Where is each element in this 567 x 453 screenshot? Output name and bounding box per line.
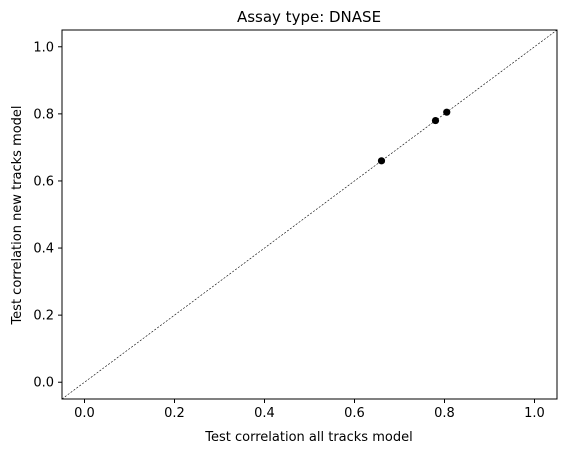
y-tick-label: 0.0 [33,376,54,391]
scatter-points [377,108,451,165]
data-point-1 [377,157,386,165]
x-tick-label: 0.2 [164,406,185,421]
x-tick-label: 0.0 [74,406,95,421]
y-tick-label: 0.6 [33,174,54,189]
y-tick-label: 1.0 [33,40,54,55]
x-tick-label: 0.8 [434,406,455,421]
data-point-2 [431,116,440,125]
y-tick-label: 0.2 [33,309,54,324]
x-tick-label: 1.0 [524,406,545,421]
chart-title: Assay type: DNASE [237,8,381,26]
x-axis-ticks: 0.0 0.2 0.4 0.6 0.8 1.0 [74,399,545,421]
x-tick-label: 0.4 [254,406,275,421]
y-axis-label: Test correlation new tracks model [10,105,25,325]
plot-frame [61,29,558,400]
y-tick-label: 0.8 [33,107,54,122]
x-axis-label: Test correlation all tracks model [204,430,412,445]
x-tick-label: 0.6 [344,406,365,421]
y-tick-label: 0.4 [33,242,54,257]
y-axis-ticks: 0.0 0.2 0.4 0.6 0.8 1.0 [33,40,62,391]
data-point-3 [443,108,451,116]
diagonal-reference-line [61,29,558,400]
